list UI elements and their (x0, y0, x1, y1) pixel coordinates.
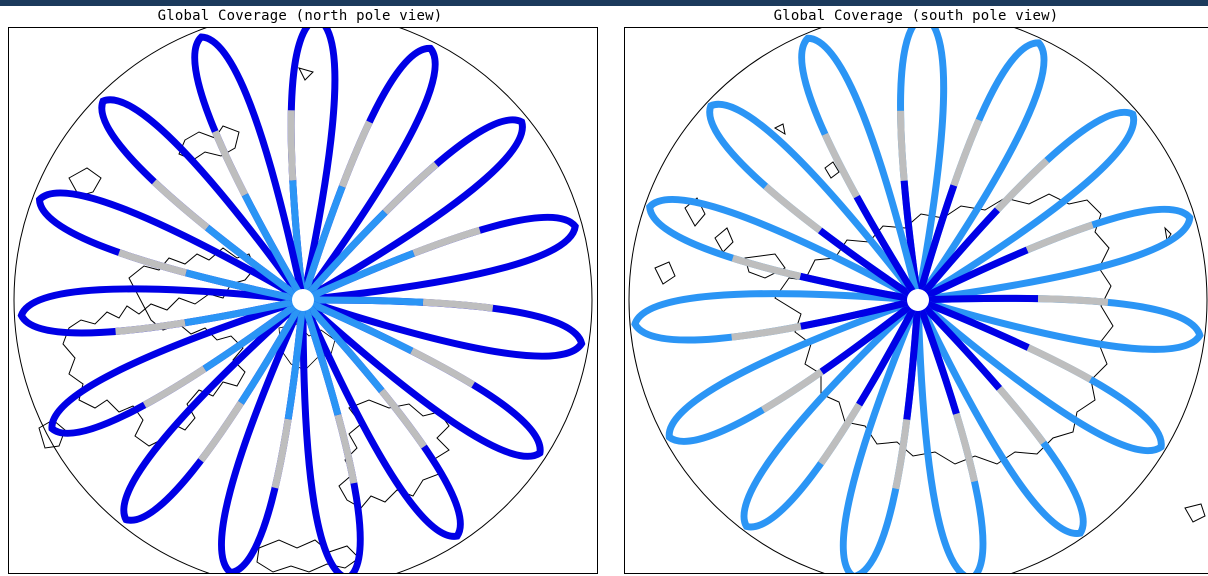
orbit-track-gray-segment (706, 100, 921, 303)
orbit-track-gray-segment (631, 290, 919, 344)
orbit-track-gray-segment (839, 298, 922, 573)
orbit-track-near-segment (706, 100, 921, 303)
orbit-track-gray-segment (897, 28, 948, 301)
orbit-track-gray-segment (299, 297, 464, 540)
orbit-track (98, 96, 306, 303)
orbit-track-gray-segment (300, 296, 544, 460)
south-pole-map (628, 28, 1208, 573)
orbit-track-gray-segment (35, 189, 305, 304)
orbit-track-gray-segment (301, 213, 579, 304)
orbit-track-gray-segment (301, 296, 586, 360)
north-pole-panel: Global Coverage (north pole view) (0, 6, 600, 576)
south-pole-panel: Global Coverage (south pole view) (616, 6, 1208, 576)
south-map-boundary (628, 28, 1208, 573)
orbit-track-gray-segment (915, 296, 1165, 455)
north-panel-title: Global Coverage (north pole view) (157, 8, 443, 24)
orbit-track-gray-segment (191, 33, 307, 302)
orbit-track-gray-segment (98, 96, 306, 303)
orbit-track-gray-segment (740, 297, 922, 531)
north-map-boundary (13, 28, 593, 573)
orbit-track-gray-segment (665, 296, 921, 445)
orbit-track-gray-segment (300, 116, 526, 304)
orbit-track-gray-segment (798, 34, 922, 302)
orbit-track-gray-segment (299, 298, 364, 573)
orbit-track-gray-segment (287, 28, 339, 301)
orbit-track-gray-segment (915, 108, 1138, 303)
orbit-track-gray-segment (914, 298, 987, 573)
orbit-track-gray-segment (916, 205, 1194, 304)
pole-gap (292, 289, 314, 311)
orbit-track-gray-segment (914, 39, 1048, 302)
orbit-track (706, 100, 921, 303)
orbit-track-gray-segment (299, 44, 439, 303)
orbit-track-gray-segment (914, 297, 1087, 537)
north-map-frame (8, 27, 598, 574)
orbit-track-gray-segment (120, 297, 307, 524)
orbit-track-near-segment (98, 96, 306, 303)
orbit-track-gray-segment (48, 296, 306, 437)
south-map-frame (624, 27, 1208, 574)
pole-gap (907, 289, 929, 311)
orbit-track (914, 298, 987, 573)
header-bar (0, 0, 1208, 6)
south-orbit-tracks (631, 28, 1204, 573)
orbit-track-gray-segment (646, 195, 920, 304)
north-pole-map (13, 28, 593, 573)
orbit-track-gray-segment (917, 294, 1204, 353)
orbit-track-gray-segment (218, 298, 307, 573)
south-panel-title: Global Coverage (south pole view) (773, 8, 1059, 24)
orbit-track-gray-segment (17, 285, 304, 337)
north-orbit-tracks (17, 28, 586, 573)
